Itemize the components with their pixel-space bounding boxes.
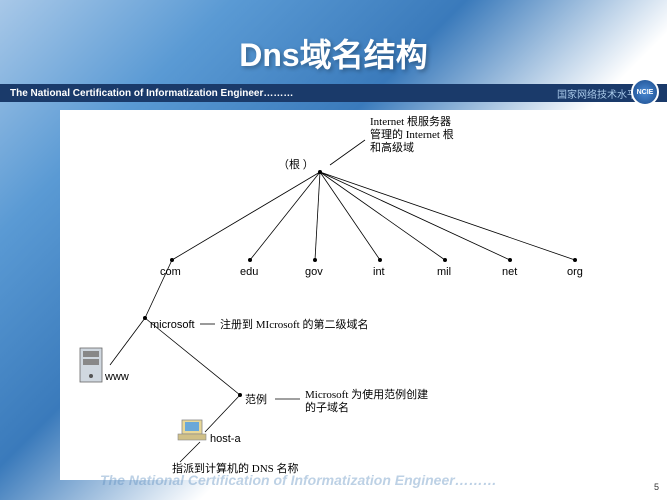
node-microsoft: microsoft — [150, 319, 195, 331]
node-example: 范例 — [245, 392, 267, 406]
root-annotation-line1: Internet 根服务器 — [370, 114, 451, 128]
node-www: www — [104, 371, 129, 383]
svg-text:int: int — [373, 266, 385, 278]
banner: The National Certification of Informatiz… — [0, 84, 667, 102]
computer-icon — [178, 420, 206, 440]
tld-int: int — [373, 258, 385, 278]
root-annotation-line3: 和高级域 — [370, 140, 414, 154]
svg-text:com: com — [160, 266, 181, 278]
tld-edu: edu — [240, 258, 258, 278]
slide-title: Dns域名结构 — [0, 30, 667, 76]
svg-text:net: net — [502, 266, 517, 278]
svg-text:gov: gov — [305, 266, 323, 278]
tld-net: net — [502, 258, 517, 278]
svg-text:edu: edu — [240, 266, 258, 278]
banner-text-left: The National Certification of Informatiz… — [10, 88, 293, 99]
ncie-logo: NCIE — [631, 78, 659, 106]
node-host-a: host-a — [210, 433, 241, 445]
microsoft-annotation: 注册到 MIcrosoft 的第二级域名 — [220, 317, 369, 331]
svg-text:mil: mil — [437, 266, 451, 278]
tld-org: org — [567, 258, 583, 278]
footer-watermark: The National Certification of Informatiz… — [100, 472, 497, 488]
example-annotation-line2: 的子域名 — [305, 400, 349, 414]
tld-gov: gov — [305, 258, 323, 278]
root-annotation-line2: 管理的 Internet 根 — [370, 127, 454, 141]
svg-text:org: org — [567, 266, 583, 278]
root-label: （根 ） — [278, 157, 314, 171]
server-icon — [80, 348, 102, 382]
tld-com: com — [160, 258, 181, 278]
page-number: 5 — [654, 482, 659, 492]
dns-tree-diagram: Internet 根服务器 管理的 Internet 根 和高级域 （根 ） c… — [60, 110, 620, 480]
example-annotation-line1: Microsoft 为使用范例创建 — [305, 387, 428, 401]
tld-mil: mil — [437, 258, 451, 278]
